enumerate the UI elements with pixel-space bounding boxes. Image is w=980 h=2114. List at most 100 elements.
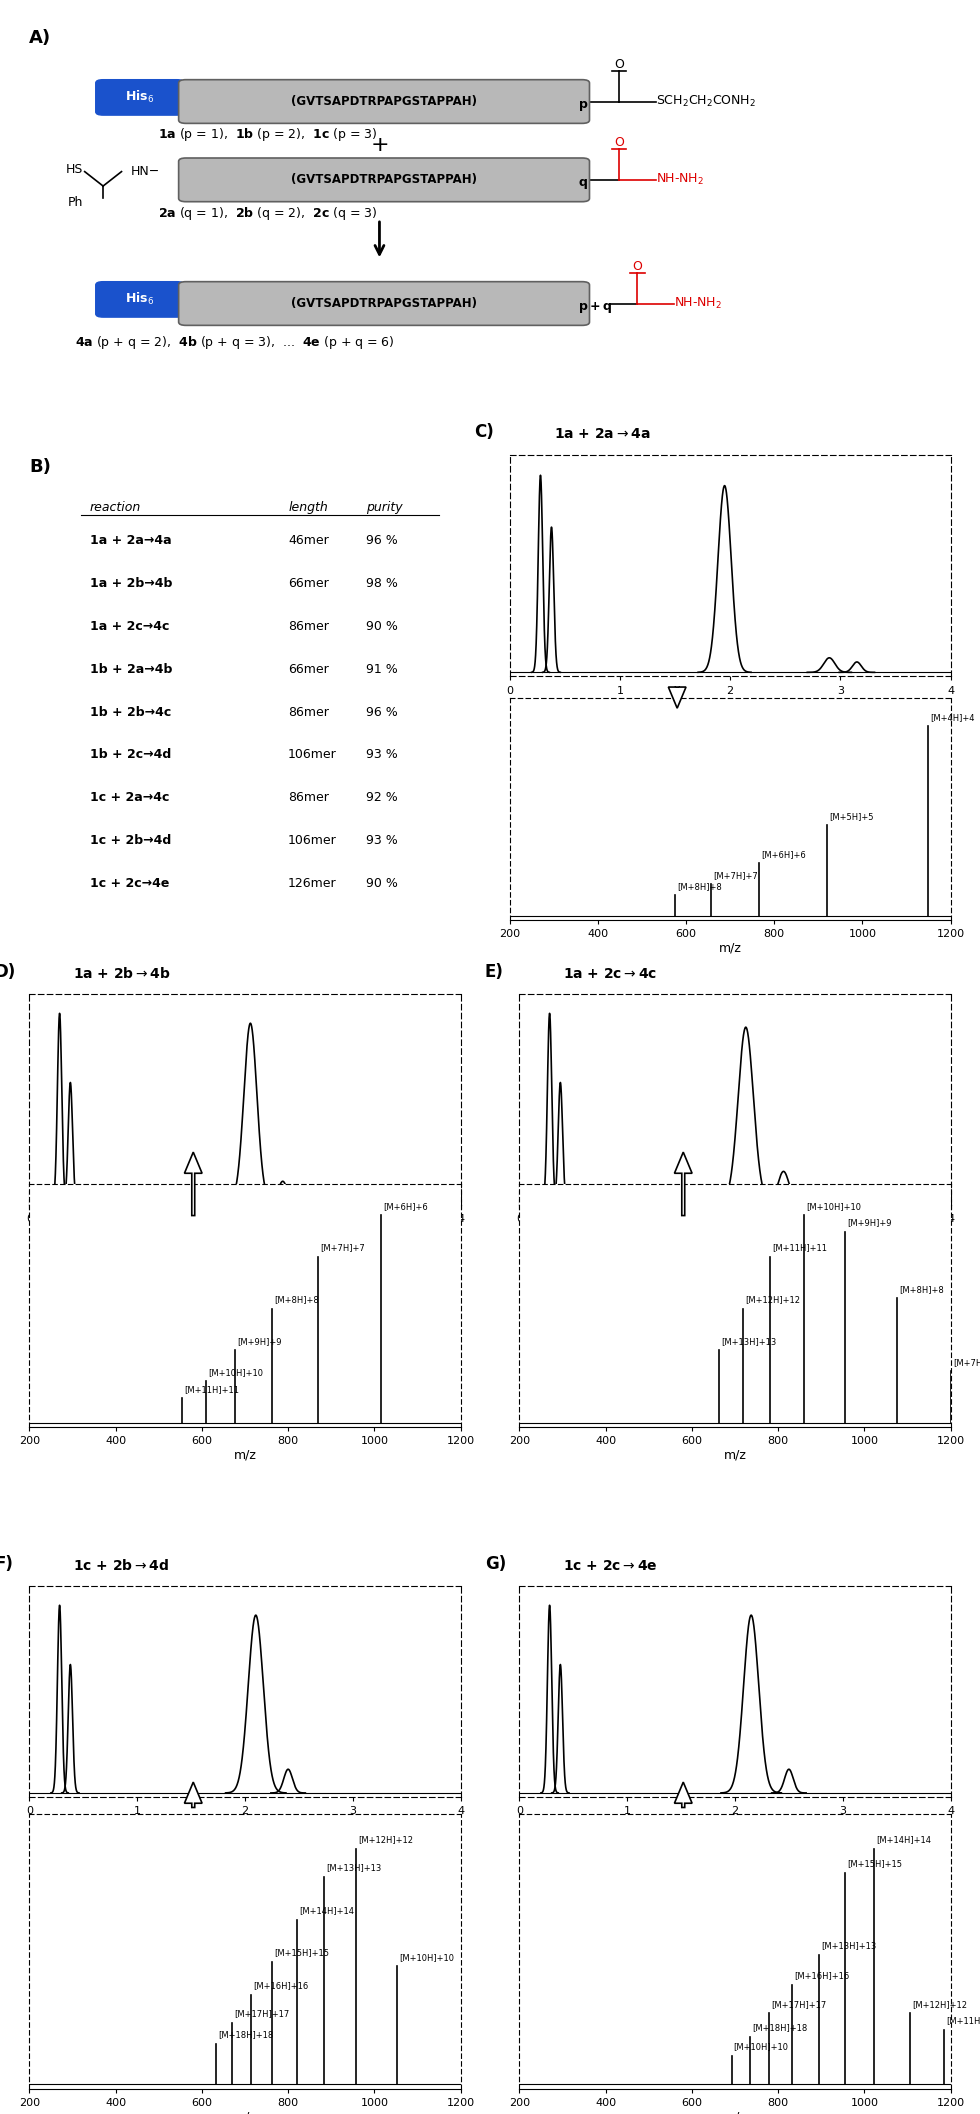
Text: [M+16H]+16: [M+16H]+16 xyxy=(253,1981,309,1989)
X-axis label: m/z: m/z xyxy=(718,941,742,953)
Text: $\mathbf{p}$: $\mathbf{p}$ xyxy=(577,99,588,112)
X-axis label: t$_R$[min]: t$_R$[min] xyxy=(714,1818,756,1831)
Text: 106mer: 106mer xyxy=(288,835,337,848)
Text: O: O xyxy=(614,135,624,150)
Text: [M+14H]+14: [M+14H]+14 xyxy=(876,1835,931,1843)
Text: [M+17H]+17: [M+17H]+17 xyxy=(771,2000,827,2008)
Text: $\mathbf{q}$: $\mathbf{q}$ xyxy=(577,178,587,190)
Text: [M+14H]+14: [M+14H]+14 xyxy=(299,1907,354,1915)
Text: 1c + 2c$\rightarrow$4e: 1c + 2c$\rightarrow$4e xyxy=(563,1558,657,1573)
Text: [M+11H]+11: [M+11H]+11 xyxy=(184,1385,240,1393)
Text: [M+10H]+10: [M+10H]+10 xyxy=(400,1953,455,1962)
Text: [M+10H]+10: [M+10H]+10 xyxy=(209,1368,264,1376)
Text: F): F) xyxy=(0,1554,14,1573)
Text: [M+12H]+12: [M+12H]+12 xyxy=(359,1835,414,1843)
Text: 1a + 2c$\rightarrow$4c: 1a + 2c$\rightarrow$4c xyxy=(563,966,657,981)
Text: 106mer: 106mer xyxy=(288,748,337,761)
Text: $\mathbf{4a}$ (p + q = 2),  $\mathbf{4b}$ (p + q = 3),  ...  $\mathbf{4e}$ (p + : $\mathbf{4a}$ (p + q = 2), $\mathbf{4b}$… xyxy=(75,334,395,351)
Text: +: + xyxy=(370,135,389,154)
Text: 93 %: 93 % xyxy=(366,835,398,848)
X-axis label: m/z: m/z xyxy=(723,1448,747,1461)
Text: 1c + 2c→4e: 1c + 2c→4e xyxy=(90,877,170,890)
Text: His$_6$: His$_6$ xyxy=(125,89,155,106)
Text: [M+18H]+18: [M+18H]+18 xyxy=(753,2023,808,2032)
Text: 92 %: 92 % xyxy=(366,791,398,803)
Text: [M+9H]+9: [M+9H]+9 xyxy=(237,1336,281,1347)
Text: [M+12H]+12: [M+12H]+12 xyxy=(745,1296,800,1304)
Text: 1b + 2a→4b: 1b + 2a→4b xyxy=(90,664,172,676)
Text: 90 %: 90 % xyxy=(366,619,398,632)
Text: [M+7H]+7: [M+7H]+7 xyxy=(320,1243,366,1251)
Text: 46mer: 46mer xyxy=(288,535,329,548)
Text: [M+8H]+8: [M+8H]+8 xyxy=(273,1296,318,1304)
Text: 93 %: 93 % xyxy=(366,748,398,761)
X-axis label: t$_R$[min]: t$_R$[min] xyxy=(714,1226,756,1239)
Text: [M+11H]+11: [M+11H]+11 xyxy=(947,2017,980,2025)
X-axis label: m/z: m/z xyxy=(723,2110,747,2114)
FancyBboxPatch shape xyxy=(178,281,590,326)
Text: 1c + 2a→4c: 1c + 2a→4c xyxy=(90,791,170,803)
FancyBboxPatch shape xyxy=(178,159,590,201)
Text: 86mer: 86mer xyxy=(288,706,329,719)
Text: HS: HS xyxy=(67,163,83,175)
Text: 86mer: 86mer xyxy=(288,791,329,803)
Text: reaction: reaction xyxy=(90,501,141,514)
FancyBboxPatch shape xyxy=(178,80,590,123)
Text: $\mathbf{2a}$ (q = 1),  $\mathbf{2b}$ (q = 2),  $\mathbf{2c}$ (q = 3): $\mathbf{2a}$ (q = 1), $\mathbf{2b}$ (q … xyxy=(159,205,378,222)
X-axis label: m/z: m/z xyxy=(233,2110,257,2114)
Text: (GVTSAPDTRPAPGSTAPPAH): (GVTSAPDTRPAPGSTAPPAH) xyxy=(291,95,477,108)
Text: 1a + 2a$\rightarrow$4a: 1a + 2a$\rightarrow$4a xyxy=(554,427,650,442)
X-axis label: t$_R$[min]: t$_R$[min] xyxy=(224,1818,266,1831)
Text: 91 %: 91 % xyxy=(366,664,398,676)
Text: G): G) xyxy=(485,1554,506,1573)
Text: [M+4H]+4: [M+4H]+4 xyxy=(930,712,974,723)
FancyBboxPatch shape xyxy=(96,281,184,317)
Text: NH-NH$_2$: NH-NH$_2$ xyxy=(656,173,704,188)
Text: A): A) xyxy=(29,30,52,47)
Text: [M+8H]+8: [M+8H]+8 xyxy=(899,1285,944,1294)
Text: 98 %: 98 % xyxy=(366,577,398,590)
Text: O: O xyxy=(614,57,624,72)
Text: [M+6H]+6: [M+6H]+6 xyxy=(383,1203,427,1211)
Text: NH-NH$_2$: NH-NH$_2$ xyxy=(674,296,722,311)
Text: [M+13H]+13: [M+13H]+13 xyxy=(721,1336,776,1347)
Text: HN−: HN− xyxy=(130,165,160,178)
X-axis label: t$_R$[min]: t$_R$[min] xyxy=(224,1226,266,1239)
FancyBboxPatch shape xyxy=(96,80,184,114)
Text: 1c + 2b→4d: 1c + 2b→4d xyxy=(90,835,172,848)
Text: B): B) xyxy=(29,459,51,476)
Text: [M+7H]+7: [M+7H]+7 xyxy=(953,1357,980,1366)
Text: [M+9H]+9: [M+9H]+9 xyxy=(848,1218,892,1228)
Text: (GVTSAPDTRPAPGSTAPPAH): (GVTSAPDTRPAPGSTAPPAH) xyxy=(291,173,477,186)
Text: [M+7H]+7: [M+7H]+7 xyxy=(713,871,759,879)
Text: Ph: Ph xyxy=(68,197,83,209)
Text: O: O xyxy=(632,260,642,273)
Text: 1a + 2b$\rightarrow$4b: 1a + 2b$\rightarrow$4b xyxy=(73,966,171,981)
Text: [M+8H]+8: [M+8H]+8 xyxy=(677,882,722,892)
Text: 96 %: 96 % xyxy=(366,535,398,548)
Text: 1a + 2a→4a: 1a + 2a→4a xyxy=(90,535,172,548)
Text: 66mer: 66mer xyxy=(288,664,329,676)
Text: C): C) xyxy=(474,423,494,442)
Text: E): E) xyxy=(485,962,504,981)
Text: His$_6$: His$_6$ xyxy=(125,292,155,307)
Text: 1c + 2b$\rightarrow$4d: 1c + 2b$\rightarrow$4d xyxy=(73,1558,169,1573)
Text: SCH$_2$CH$_2$CONH$_2$: SCH$_2$CH$_2$CONH$_2$ xyxy=(656,93,756,110)
Text: 1a + 2b→4b: 1a + 2b→4b xyxy=(90,577,172,590)
Text: [M+18H]+18: [M+18H]+18 xyxy=(218,2029,273,2040)
Text: 86mer: 86mer xyxy=(288,619,329,632)
Text: [M+10H]+10: [M+10H]+10 xyxy=(734,2042,789,2051)
Text: 126mer: 126mer xyxy=(288,877,337,890)
Text: D): D) xyxy=(0,962,16,981)
Text: 66mer: 66mer xyxy=(288,577,329,590)
X-axis label: m/z: m/z xyxy=(233,1448,257,1461)
Text: [M+13H]+13: [M+13H]+13 xyxy=(821,1941,876,1949)
Text: [M+15H]+15: [M+15H]+15 xyxy=(273,1949,329,1958)
Text: 1b + 2c→4d: 1b + 2c→4d xyxy=(90,748,172,761)
Text: [M+12H]+12: [M+12H]+12 xyxy=(911,2000,967,2008)
Text: [M+17H]+17: [M+17H]+17 xyxy=(234,2008,289,2019)
Text: 90 %: 90 % xyxy=(366,877,398,890)
Text: 1b + 2b→4c: 1b + 2b→4c xyxy=(90,706,172,719)
Text: [M+15H]+15: [M+15H]+15 xyxy=(848,1858,903,1869)
Text: 96 %: 96 % xyxy=(366,706,398,719)
